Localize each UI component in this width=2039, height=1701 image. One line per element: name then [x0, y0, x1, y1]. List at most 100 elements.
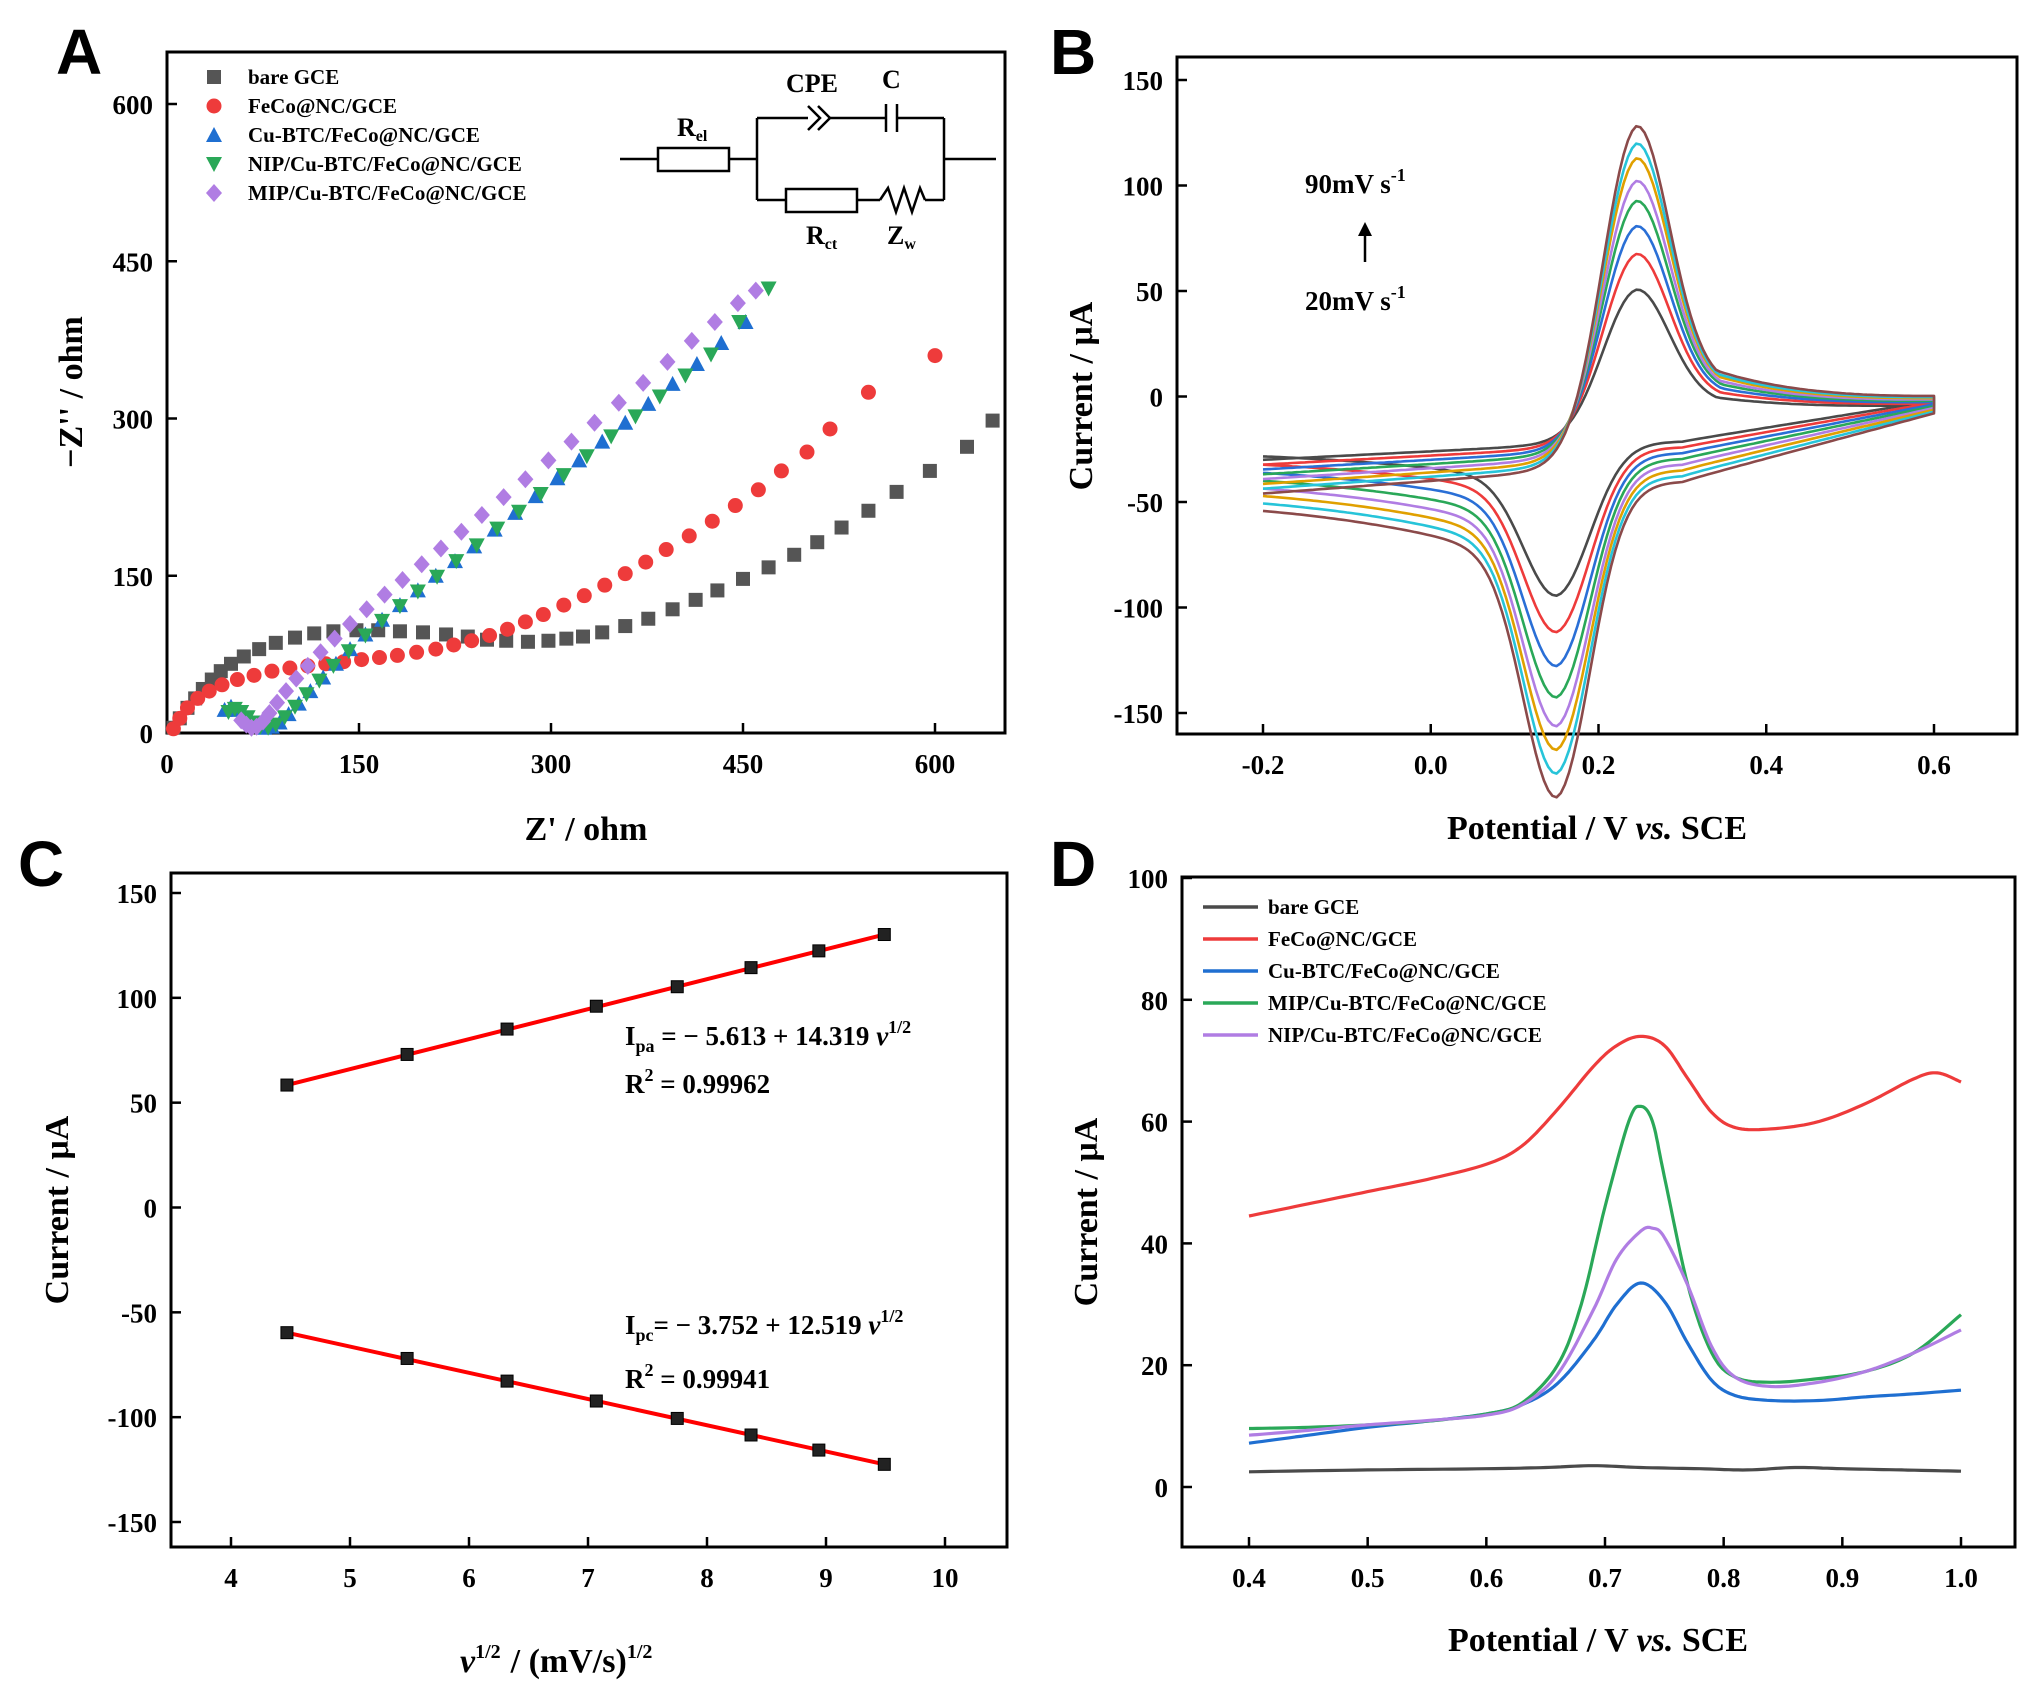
panel-d-xlabel: Potential / V vs. SCE	[1448, 1622, 1748, 1659]
panel-b-axis-ticks: -0.2 0.0 0.2 0.4 0.6 -150 -100 -50 0 50 100 150	[1114, 66, 1951, 780]
eis-point	[617, 414, 634, 430]
eis-point	[520, 634, 535, 649]
eis-point	[586, 413, 603, 432]
eis-point	[635, 373, 652, 392]
eis-point	[416, 625, 430, 640]
panel-c-r2-cathodic: R2 = 0.99941	[625, 1360, 770, 1394]
circuit-warburg-symbol	[878, 184, 927, 216]
x-tick-label: 300	[531, 749, 572, 779]
panel-a-letter: A	[56, 16, 102, 88]
eis-point	[252, 642, 267, 657]
x-tick-label: 10	[932, 1563, 959, 1593]
eis-point	[760, 281, 777, 297]
data-point-ipa	[670, 980, 684, 994]
panel-d-letter: D	[1050, 828, 1096, 900]
eis-point	[540, 451, 557, 470]
eis-point	[688, 592, 703, 607]
x-tick-label: 8	[700, 1563, 714, 1593]
eis-point	[224, 656, 238, 671]
eis-point	[985, 413, 1000, 428]
fit-line-ipc	[286, 1330, 885, 1467]
panel-c-ylabel: Current / μA	[39, 1115, 76, 1304]
x-tick-label: 0.5	[1351, 1563, 1385, 1593]
eis-point	[374, 613, 391, 629]
eis-point	[392, 624, 407, 639]
eis-point	[677, 368, 694, 384]
y-tick-label: 600	[113, 90, 154, 120]
eis-point	[627, 409, 644, 425]
eis-point	[683, 331, 700, 350]
y-tick-label: -100	[108, 1403, 158, 1433]
y-tick-label: 50	[130, 1089, 157, 1119]
eis-point	[201, 683, 217, 699]
eis-point	[571, 452, 588, 468]
eis-point	[658, 542, 674, 558]
eis-point	[464, 633, 480, 649]
eis-point	[750, 482, 766, 498]
eis-point	[468, 538, 485, 554]
data-point-ipa	[812, 944, 826, 958]
panel-d-dpv-curves	[1248, 1034, 1963, 1474]
equivalent-circuit-diagram	[620, 104, 996, 216]
eis-point	[499, 633, 514, 648]
eis-point	[556, 597, 572, 613]
eis-point	[576, 588, 592, 604]
y-tick-label: 150	[1123, 66, 1164, 96]
eis-point	[269, 693, 286, 712]
y-tick-label: -100	[1114, 594, 1164, 624]
panel-a-plot-frame	[165, 50, 1007, 735]
x-tick-label: 0.4	[1232, 1563, 1266, 1593]
legend-label: MIP/Cu-BTC/FeCo@NC/GCE	[248, 181, 527, 205]
eis-point	[287, 699, 303, 715]
circuit-resistor-rel	[656, 146, 731, 173]
x-tick-label: 0.9	[1825, 1563, 1859, 1593]
dpv-curve	[1248, 1034, 1962, 1218]
legend-label: FeCo@NC/GCE	[248, 94, 397, 118]
x-tick-label: 600	[915, 749, 956, 779]
eis-point	[499, 621, 515, 637]
data-point-ipa	[589, 999, 603, 1013]
eis-point	[278, 682, 295, 701]
panel-b-xlabel: Potential / V vs. SCE	[1447, 810, 1747, 847]
eis-point	[413, 555, 430, 574]
panel-b-letter: B	[1050, 16, 1096, 88]
eis-point	[409, 584, 426, 600]
eis-point	[394, 570, 411, 589]
circuit-label-zw: Zw	[887, 221, 916, 253]
eis-point	[282, 660, 298, 676]
panel-a-legend: bare GCE FeCo@NC/GCE Cu-BTC/FeCo@NC/GCE NIP…	[206, 65, 527, 205]
x-tick-label: 150	[339, 749, 380, 779]
eis-point	[799, 444, 815, 460]
y-tick-label: 50	[1136, 277, 1163, 307]
legend-label: bare GCE	[1268, 895, 1359, 919]
eis-point	[960, 439, 974, 454]
eis-point	[617, 566, 633, 582]
panel-c-data	[280, 928, 891, 1471]
circuit-label-rel: Rel	[677, 113, 708, 145]
legend-label: MIP/Cu-BTC/FeCo@NC/GCE	[1268, 991, 1547, 1015]
data-point-ipc	[812, 1443, 826, 1457]
eis-point	[922, 463, 937, 478]
data-point-ipc	[744, 1428, 758, 1442]
eis-point	[578, 449, 595, 465]
circuit-resistor-rct	[784, 187, 859, 214]
data-point-ipa	[280, 1078, 294, 1092]
eis-point	[727, 498, 743, 514]
eis-point	[665, 602, 680, 617]
data-point-ipc	[589, 1394, 603, 1408]
eis-point	[453, 522, 470, 541]
eis-point	[389, 647, 405, 663]
cv-curve	[1262, 124, 1936, 799]
legend-label: bare GCE	[248, 65, 339, 89]
eis-point	[428, 641, 444, 657]
panel-c-letter: C	[18, 828, 64, 900]
panel-c-r2-anodic: R2 = 0.99962	[625, 1065, 770, 1099]
eis-point	[706, 313, 723, 332]
panel-b-annotation-high-rate: 90mV s-1	[1305, 165, 1406, 199]
panel-b-cv-plot: B -0.2 0.0 0.2 0.4 0.6 -150 -100 -50 0 50 100 150 P…	[1050, 16, 2019, 847]
eis-point	[729, 294, 746, 313]
y-tick-label: 20	[1141, 1351, 1168, 1381]
eis-point	[517, 470, 534, 489]
eis-point	[517, 614, 533, 630]
eis-point	[482, 628, 498, 644]
